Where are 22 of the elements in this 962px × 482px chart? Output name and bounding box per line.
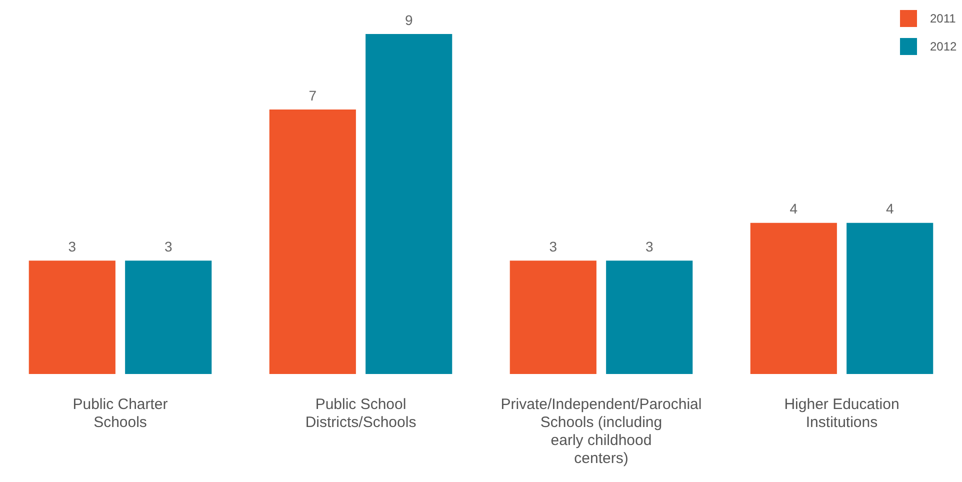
data-label: 9 xyxy=(404,12,413,28)
data-label: 4 xyxy=(790,200,798,217)
data-label: 3 xyxy=(164,238,172,255)
data-label: 3 xyxy=(645,238,654,255)
data-label: 3 xyxy=(549,238,558,255)
bar xyxy=(846,222,934,374)
legend-label: 2011 xyxy=(930,11,956,26)
bar xyxy=(366,34,452,374)
data-label: 3 xyxy=(68,238,76,255)
data-label: 4 xyxy=(886,200,894,217)
data-label: 7 xyxy=(308,87,317,104)
bar xyxy=(510,260,596,374)
x-tick-label: Higher Education Institutions xyxy=(784,396,900,432)
x-tick-label: Private/Independent/Parochial Schools (including early childhood centers) xyxy=(500,396,702,468)
bar xyxy=(606,260,693,374)
bar xyxy=(125,260,212,374)
bar xyxy=(269,110,356,374)
x-tick-label: Public School Districts/Schools xyxy=(305,396,416,432)
bar xyxy=(750,222,837,374)
legend-label: 2012 xyxy=(930,39,958,54)
x-tick-label: Public Charter Schools xyxy=(72,396,168,432)
bar xyxy=(28,260,116,374)
